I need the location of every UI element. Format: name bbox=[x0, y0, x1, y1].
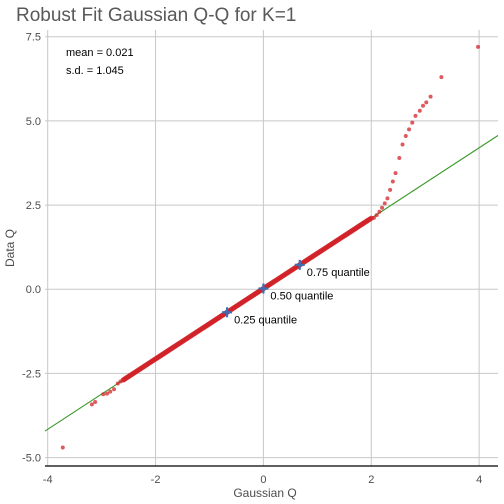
data-point bbox=[374, 213, 379, 218]
data-point bbox=[390, 179, 395, 184]
data-point bbox=[476, 44, 481, 49]
data-point bbox=[421, 103, 426, 108]
x-tick-label: 4 bbox=[476, 474, 482, 486]
data-point bbox=[439, 75, 444, 80]
data-point bbox=[410, 120, 415, 125]
data-point bbox=[403, 134, 408, 139]
data-point bbox=[393, 171, 398, 176]
quantile-label: 0.75 quantile bbox=[307, 267, 370, 279]
data-point bbox=[397, 155, 402, 160]
y-tick-label: 2.5 bbox=[26, 200, 41, 212]
y-axis-label: Data Q bbox=[3, 229, 17, 267]
y-tick-label: 7.5 bbox=[26, 32, 41, 44]
quantile-markers: 0.25 quantile 0.50 quantile 0.75 quantile bbox=[222, 259, 370, 326]
quantile-marker: 0.50 quantile bbox=[258, 283, 333, 303]
data-point bbox=[385, 196, 390, 201]
data-point bbox=[400, 142, 405, 147]
x-tick-label: 2 bbox=[368, 474, 374, 486]
grid-lines bbox=[45, 30, 498, 466]
data-point bbox=[382, 201, 387, 206]
data-point bbox=[118, 379, 123, 384]
data-point bbox=[89, 402, 94, 407]
x-tick-label: 0 bbox=[260, 474, 266, 486]
x-axis-label: Gaussian Q bbox=[233, 486, 296, 500]
data-point bbox=[371, 215, 376, 220]
mean-annotation: mean = 0.021 bbox=[66, 47, 134, 59]
quantile-marker: 0.75 quantile bbox=[294, 259, 370, 279]
data-point bbox=[417, 108, 422, 113]
data-point bbox=[388, 187, 393, 192]
data-point bbox=[424, 100, 429, 105]
data-point bbox=[413, 113, 418, 118]
x-tick-label: -4 bbox=[43, 474, 53, 486]
data-point bbox=[101, 392, 106, 397]
data-point bbox=[108, 389, 113, 394]
data-point bbox=[93, 400, 98, 405]
x-tick-labels: -4 -2 0 2 4 bbox=[43, 474, 482, 486]
data-point bbox=[60, 445, 65, 450]
sd-annotation: s.d. = 1.045 bbox=[66, 65, 124, 77]
y-tick-labels: -5.0 -2.5 0.0 2.5 5.0 7.5 bbox=[22, 32, 41, 465]
data-point bbox=[105, 391, 110, 396]
data-point bbox=[112, 387, 117, 392]
quantile-label: 0.25 quantile bbox=[234, 314, 297, 326]
data-points bbox=[60, 44, 481, 450]
chart-title: Robust Fit Gaussian Q-Q for K=1 bbox=[16, 5, 296, 26]
y-tick-label: -2.5 bbox=[22, 368, 41, 380]
quantile-label: 0.50 quantile bbox=[270, 291, 333, 303]
x-tick-label: -2 bbox=[151, 474, 161, 486]
y-tick-label: 5.0 bbox=[26, 116, 41, 128]
data-point bbox=[407, 127, 412, 132]
y-tick-label: -5.0 bbox=[22, 453, 41, 465]
data-point bbox=[377, 209, 382, 214]
quantile-marker: 0.25 quantile bbox=[222, 307, 297, 326]
data-point bbox=[380, 205, 385, 210]
y-tick-label: 0.0 bbox=[26, 284, 41, 296]
data-point bbox=[428, 94, 433, 99]
